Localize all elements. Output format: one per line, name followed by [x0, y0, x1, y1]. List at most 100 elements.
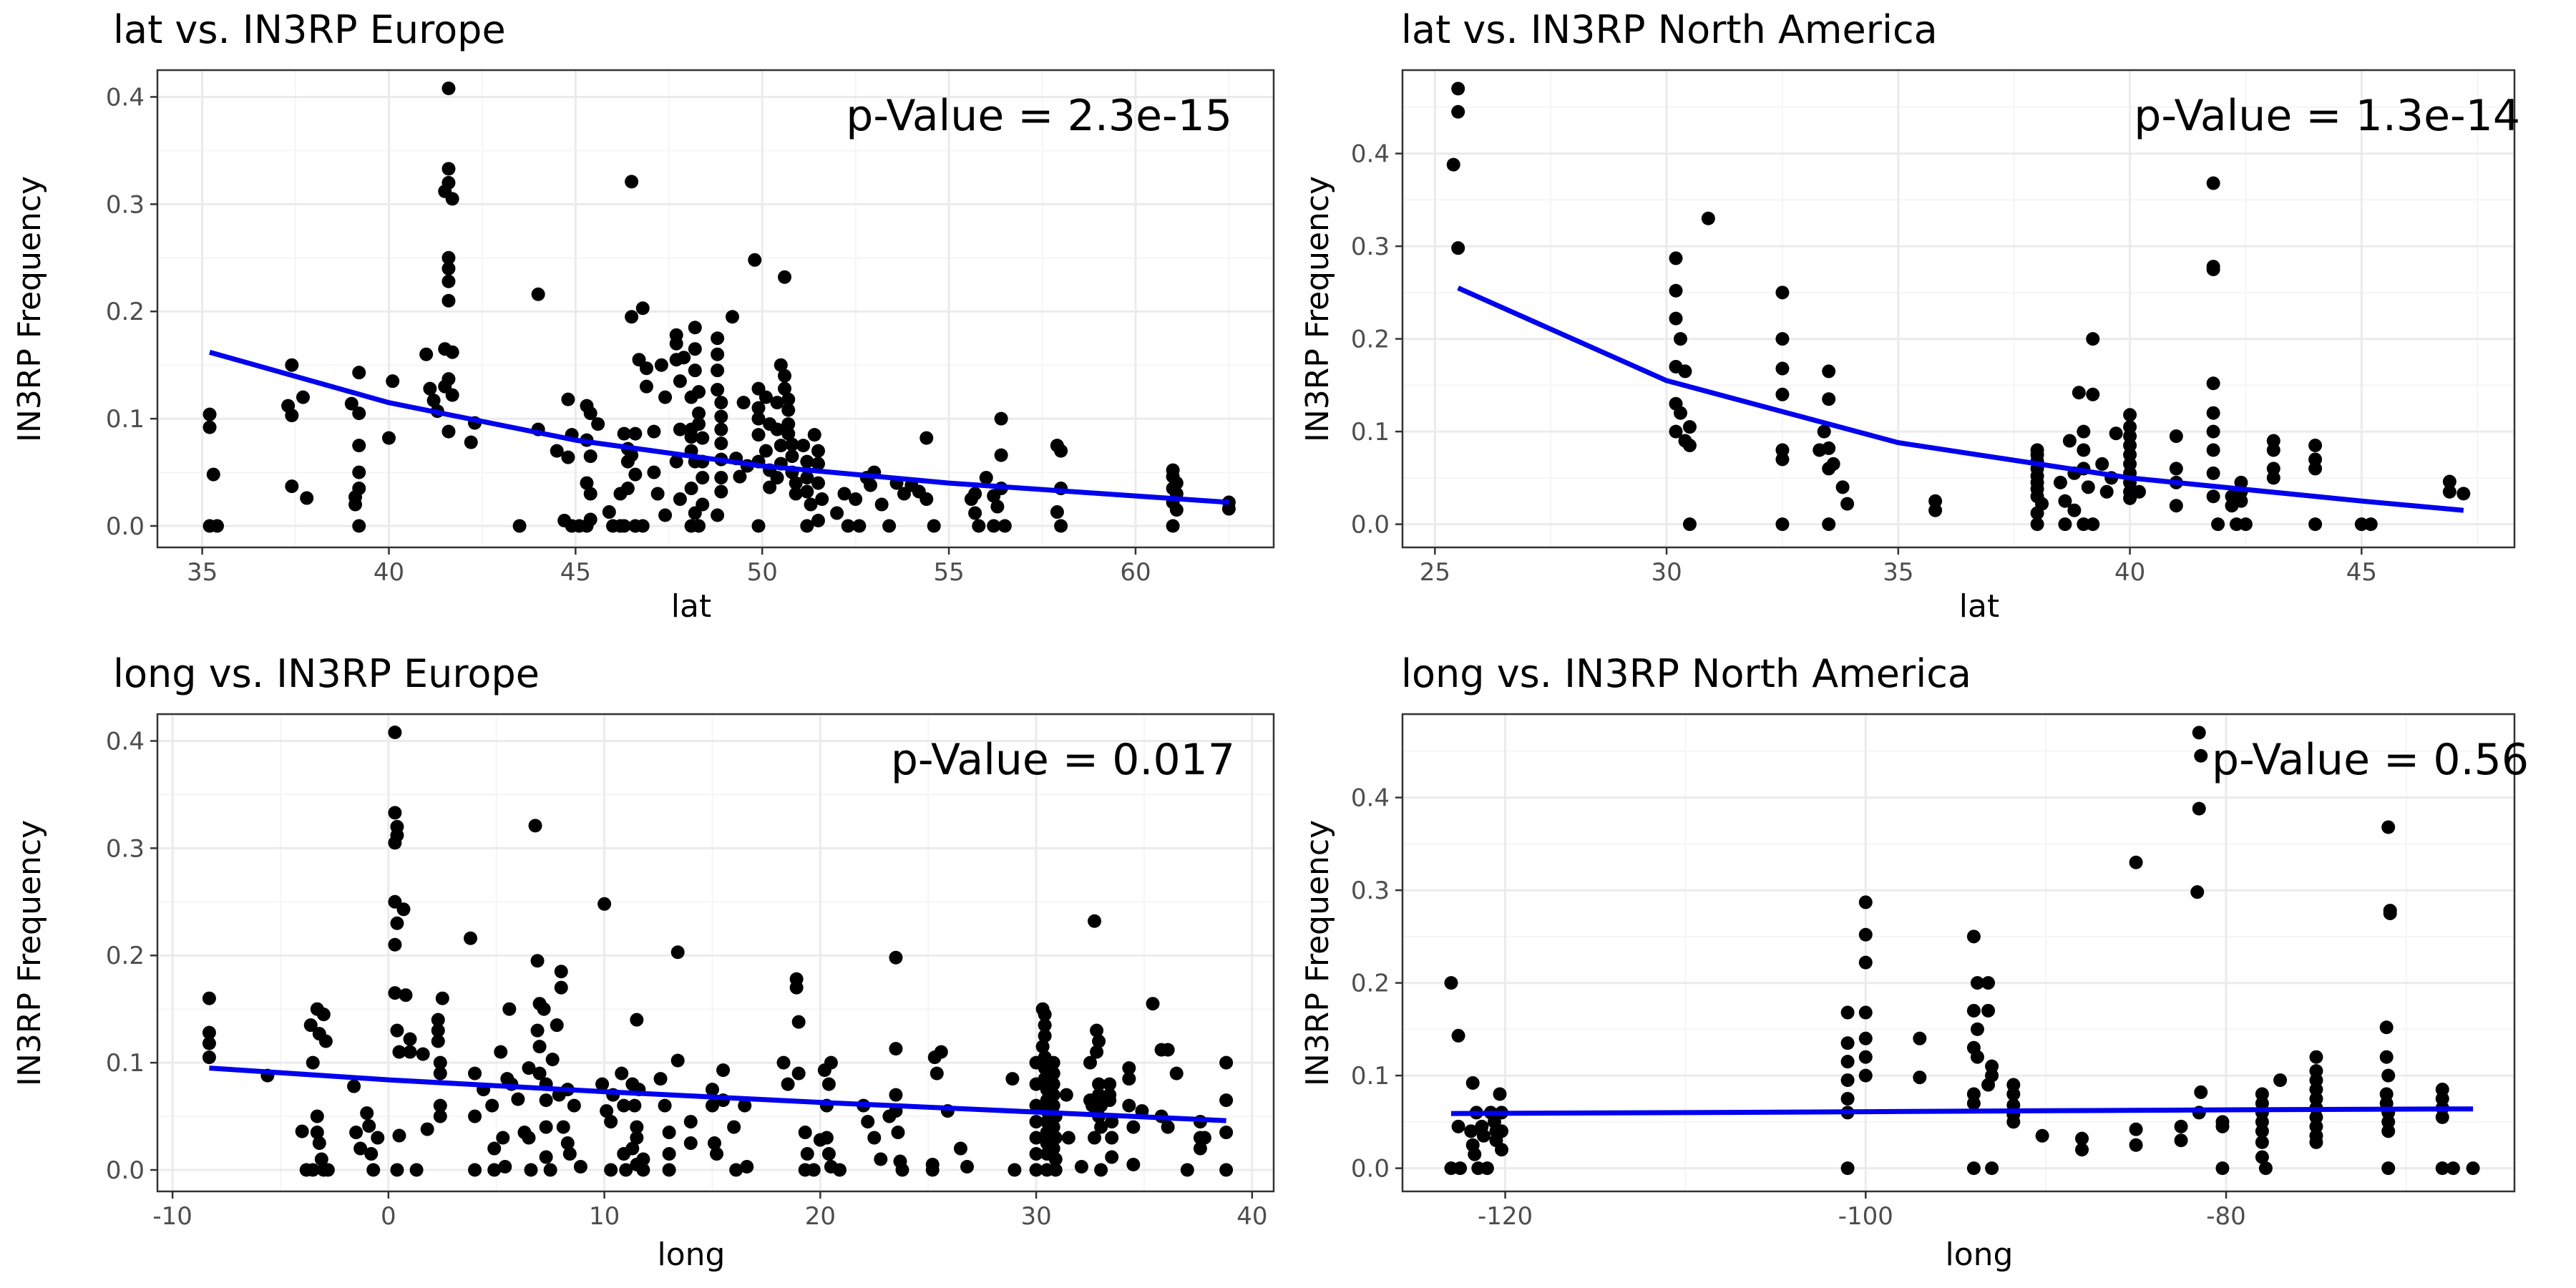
data-point: [874, 497, 889, 512]
data-point: [882, 519, 897, 533]
data-point: [789, 980, 804, 995]
data-point: [388, 806, 402, 820]
data-point: [662, 1163, 676, 1177]
data-point: [1775, 332, 1790, 346]
data-point: [1669, 283, 1683, 298]
data-point: [740, 1160, 754, 1174]
data-point: [441, 274, 456, 288]
data-point: [511, 1092, 525, 1106]
data-point: [1219, 1126, 1234, 1140]
panel-background: [157, 70, 1274, 547]
data-point: [635, 519, 650, 533]
data-point: [431, 1013, 445, 1027]
data-point: [1180, 1163, 1194, 1177]
data-point: [630, 1131, 644, 1145]
data-point: [1817, 424, 1831, 439]
data-point: [2442, 484, 2457, 499]
data-point: [2030, 506, 2044, 520]
panel-lat-europe: 35 40 45 50 55 60 0.0 0.1 0.2 0.3 0.4 lat vs. IN3R…: [11, 7, 1275, 625]
data-point: [658, 1098, 672, 1113]
data-point: [710, 1147, 724, 1161]
y-tick-label: 0.4: [1351, 140, 1390, 169]
data-point: [778, 369, 792, 383]
data-point: [1840, 1073, 1855, 1088]
data-point: [1840, 1091, 1855, 1106]
data-point: [714, 422, 728, 436]
data-point: [833, 1163, 847, 1177]
data-point: [347, 1079, 361, 1093]
data-point: [583, 487, 597, 501]
data-point: [1913, 1070, 1927, 1085]
data-point: [864, 478, 878, 492]
data-point: [1858, 1031, 1873, 1045]
data-point: [800, 484, 814, 499]
data-point: [1029, 1147, 1043, 1161]
data-point: [2129, 1122, 2143, 1136]
data-point: [776, 1055, 791, 1070]
data-point: [310, 1126, 324, 1140]
data-point: [1046, 1055, 1060, 1070]
data-point: [2192, 726, 2206, 740]
x-axis-label: lat: [1959, 588, 1999, 625]
data-point: [441, 424, 456, 439]
data-point: [628, 1098, 642, 1113]
data-point: [1161, 1043, 1175, 1057]
data-point: [318, 1034, 333, 1048]
data-point: [1858, 1068, 1873, 1083]
x-tick-label: 40: [2114, 558, 2145, 587]
data-point: [1103, 1093, 1117, 1108]
data-point: [2169, 499, 2183, 513]
data-point: [1981, 1078, 1996, 1092]
data-point: [539, 1150, 553, 1164]
data-point: [1038, 1018, 1052, 1033]
data-point: [2238, 517, 2253, 532]
data-point: [600, 1104, 614, 1118]
x-tick-label: 60: [1120, 558, 1151, 587]
data-point: [2211, 517, 2225, 532]
data-point: [352, 439, 366, 453]
data-point: [662, 1126, 676, 1140]
data-point: [441, 293, 456, 308]
data-point: [1985, 1161, 1999, 1176]
data-point: [419, 347, 434, 361]
data-point: [531, 287, 545, 301]
y-tick-label: 0.0: [106, 512, 145, 541]
data-point: [688, 342, 702, 356]
data-point: [736, 396, 751, 410]
data-point: [837, 487, 852, 501]
data-point: [386, 374, 400, 389]
data-point: [1678, 364, 1692, 379]
data-point: [485, 1098, 499, 1113]
data-point: [1046, 1098, 1060, 1113]
data-point: [751, 428, 766, 442]
data-point: [2308, 462, 2323, 476]
data-point: [210, 519, 224, 533]
y-tick-label: 0.2: [106, 942, 145, 970]
data-point: [498, 1160, 512, 1174]
data-point: [539, 1120, 553, 1134]
data-point: [1928, 503, 1943, 517]
data-point: [1701, 211, 1715, 225]
x-tick-label: 55: [933, 558, 964, 587]
data-point: [550, 444, 564, 458]
data-point: [295, 1124, 309, 1138]
y-tick-label: 0.0: [106, 1156, 145, 1185]
data-point: [781, 1077, 795, 1091]
data-point: [1674, 332, 1687, 346]
y-tick-label: 0.4: [106, 727, 145, 756]
data-point: [1103, 1077, 1117, 1091]
data-point: [2058, 494, 2072, 508]
data-point: [953, 1141, 967, 1156]
p-value-annotation: p-Value = 1.3e-14: [2134, 91, 2520, 141]
data-point: [2383, 906, 2397, 920]
data-point: [1122, 1098, 1136, 1113]
data-point: [348, 497, 363, 512]
data-point: [1090, 1023, 1104, 1038]
data-point: [692, 417, 706, 431]
data-point: [758, 390, 773, 404]
data-point: [1046, 1141, 1060, 1156]
data-point: [707, 1136, 721, 1151]
data-point: [2435, 1161, 2449, 1176]
data-point: [2215, 1161, 2230, 1176]
x-tick-label: 50: [747, 558, 778, 587]
